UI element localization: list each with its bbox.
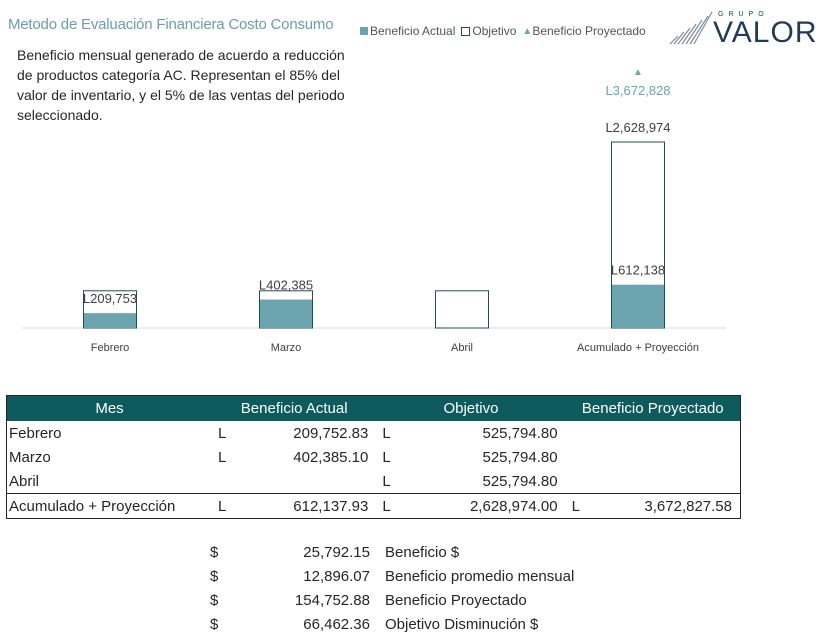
cell-currency: L: [382, 472, 391, 490]
legend-swatch-objetivo: [461, 26, 471, 36]
summary-currency: $: [210, 543, 219, 561]
grupo-valor-logo: [669, 11, 713, 45]
cell-objetivo: 2,628,974.00: [406, 493, 566, 519]
summary-label: Objetivo Disminución $: [385, 615, 539, 633]
cell-objetivo: 525,794.80: [482, 448, 558, 466]
cell-mes: Acumulado + Proyección: [6, 493, 212, 519]
summary-row: $66,462.36 Objetivo Disminución $: [210, 612, 574, 636]
summary-list: $25,792.15 Beneficio $ $12,896.07 Beneficio…: [210, 540, 574, 636]
summary-currency: $: [210, 615, 219, 633]
data-label-actual: L612,138: [611, 263, 665, 278]
table-header-row: Mes Beneficio Actual Objetivo Beneficio …: [6, 395, 741, 421]
header-proyectado: Beneficio Proyectado: [565, 395, 741, 421]
summary-value: 12,896.07: [303, 567, 370, 585]
summary-row: $25,792.15 Beneficio $: [210, 540, 574, 564]
cell-actual: [242, 469, 376, 494]
cell-currency: L: [565, 493, 596, 519]
cell-proyectado: [596, 421, 741, 445]
legend-label-objetivo: Objetivo: [472, 24, 517, 38]
legend-swatch-actual: [360, 27, 368, 35]
table-row: Febrero L 209,752.83 L 525,794.80: [7, 421, 741, 445]
summary-currency: $: [210, 591, 219, 609]
legend-item-proyectado: ▲ Beneficio Proyectado: [522, 24, 645, 38]
legend-item-actual: Beneficio Actual: [360, 24, 455, 38]
cell-proyectado: [596, 469, 741, 494]
data-label-objetivo: L2,628,974: [605, 120, 670, 135]
summary-row: $12,896.07 Beneficio promedio mensual: [210, 564, 574, 588]
logo-text: VALOR: [713, 16, 817, 49]
cell-proyectado: 3,672,827.58: [595, 493, 741, 519]
summary-value: 25,792.15: [303, 543, 370, 561]
x-tick-label: Marzo: [271, 342, 302, 354]
legend-label-actual: Beneficio Actual: [370, 24, 456, 38]
cell-mes: Marzo: [9, 448, 51, 466]
summary-label: Beneficio $: [385, 543, 460, 561]
bar-actual: [84, 313, 136, 328]
data-label-actual: L402,385: [259, 278, 313, 293]
summary-value: 154,752.88: [294, 591, 370, 609]
logo-stripes-icon: [669, 11, 713, 45]
cell-currency: L: [212, 493, 242, 519]
header-mes: Mes: [6, 395, 212, 421]
cell-currency: [212, 469, 242, 494]
cell-mes: Abril: [9, 472, 40, 490]
cell-mes: Febrero: [9, 424, 62, 442]
table-row: Abril L 525,794.80: [7, 469, 741, 494]
cell-currency: L: [218, 424, 227, 442]
triangle-icon: ▲: [522, 25, 533, 37]
data-table: Mes Beneficio Actual Objetivo Beneficio …: [6, 395, 741, 519]
marker-proyectado: ▲: [633, 67, 643, 78]
summary-label: Beneficio promedio mensual: [385, 567, 575, 585]
data-label-proyectado: L3,672,828: [605, 83, 670, 98]
bar-actual: [260, 299, 312, 328]
chart-title: Metodo de Evaluación Financiera Costo Co…: [8, 16, 334, 33]
summary-currency: $: [210, 567, 219, 585]
legend-label-proyectado: Beneficio Proyectado: [532, 24, 646, 38]
cell-currency: L: [382, 424, 391, 442]
bar-objetivo: [435, 290, 489, 329]
cell-currency: [566, 421, 596, 445]
cell-currency: L: [382, 448, 391, 466]
cell-objetivo: 525,794.80: [482, 472, 558, 490]
table-row: Marzo L 402,385.10 L 525,794.80: [7, 445, 741, 469]
x-tick-label: Abril: [451, 342, 473, 354]
cell-currency: [566, 445, 596, 469]
cell-currency: L: [376, 493, 407, 519]
chart-legend: Beneficio Actual Objetivo ▲ Beneficio Pr…: [360, 24, 648, 38]
header-objetivo: Objetivo: [376, 395, 566, 421]
cell-currency: [566, 469, 596, 494]
x-tick-label: Acumulado + Proyección: [577, 342, 699, 354]
summary-row: $154,752.88 Beneficio Proyectado: [210, 588, 574, 612]
cell-currency: L: [218, 448, 227, 466]
x-tick-label: Febrero: [91, 342, 130, 354]
chart-description: Beneficio mensual generado de acuerdo a …: [17, 47, 345, 123]
bar-chart: L209,753 Febrero L402,385 Marzo Abril L612,13…: [22, 67, 726, 354]
bar-actual: [612, 284, 664, 328]
data-label-actual: L209,753: [83, 291, 137, 306]
logo-small-text: GRUPO: [718, 11, 769, 18]
header-actual: Beneficio Actual: [212, 395, 377, 421]
legend-item-objetivo: Objetivo: [461, 24, 516, 38]
cell-objetivo: 525,794.80: [482, 424, 558, 442]
cell-actual: 402,385.10: [293, 448, 369, 466]
table-row: Acumulado + Proyección L 612,137.93 L 2,628,…: [6, 493, 741, 519]
cell-proyectado: [596, 445, 741, 469]
summary-label: Beneficio Proyectado: [385, 591, 527, 609]
cell-actual: 209,752.83: [293, 424, 369, 442]
summary-value: 66,462.36: [303, 615, 370, 633]
cell-actual: 612,137.93: [242, 493, 377, 519]
